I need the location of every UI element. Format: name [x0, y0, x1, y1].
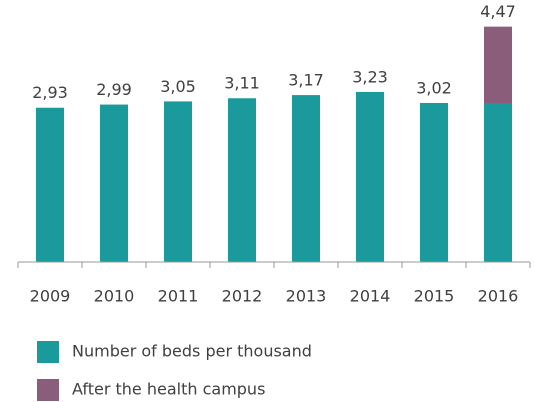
- x-tick-label: 2016: [478, 287, 519, 306]
- x-tick-label: 2011: [158, 287, 199, 306]
- x-tick-label: 2010: [94, 287, 135, 306]
- bar-segment: [484, 26, 512, 103]
- data-label: 3,05: [160, 77, 196, 96]
- data-label: 2,93: [32, 83, 68, 102]
- bar-segment: [228, 98, 256, 262]
- legend-swatch: [37, 341, 59, 363]
- bar-segment: [484, 102, 512, 262]
- bar-segment: [420, 102, 448, 262]
- legend-swatch: [37, 379, 59, 401]
- data-label: 3,11: [224, 74, 260, 93]
- data-label: 3,02: [416, 78, 452, 97]
- legend-label: After the health campus: [72, 380, 265, 399]
- bar-segment: [356, 91, 384, 263]
- legend-label: Number of beds per thousand: [72, 342, 312, 361]
- data-label: 3,17: [288, 71, 324, 90]
- bar-segment: [100, 104, 128, 262]
- data-label: 2,99: [96, 80, 132, 99]
- bar-segment: [292, 95, 320, 262]
- x-tick-label: 2013: [286, 287, 327, 306]
- bar-segment: [164, 101, 192, 262]
- x-tick-label: 2009: [30, 287, 71, 306]
- data-label: 3,23: [352, 67, 388, 86]
- x-tick-label: 2014: [350, 287, 391, 306]
- bar-segment: [36, 107, 64, 262]
- x-tick-label: 2015: [414, 287, 455, 306]
- x-tick-label: 2012: [222, 287, 263, 306]
- data-label: 4,47: [480, 2, 516, 21]
